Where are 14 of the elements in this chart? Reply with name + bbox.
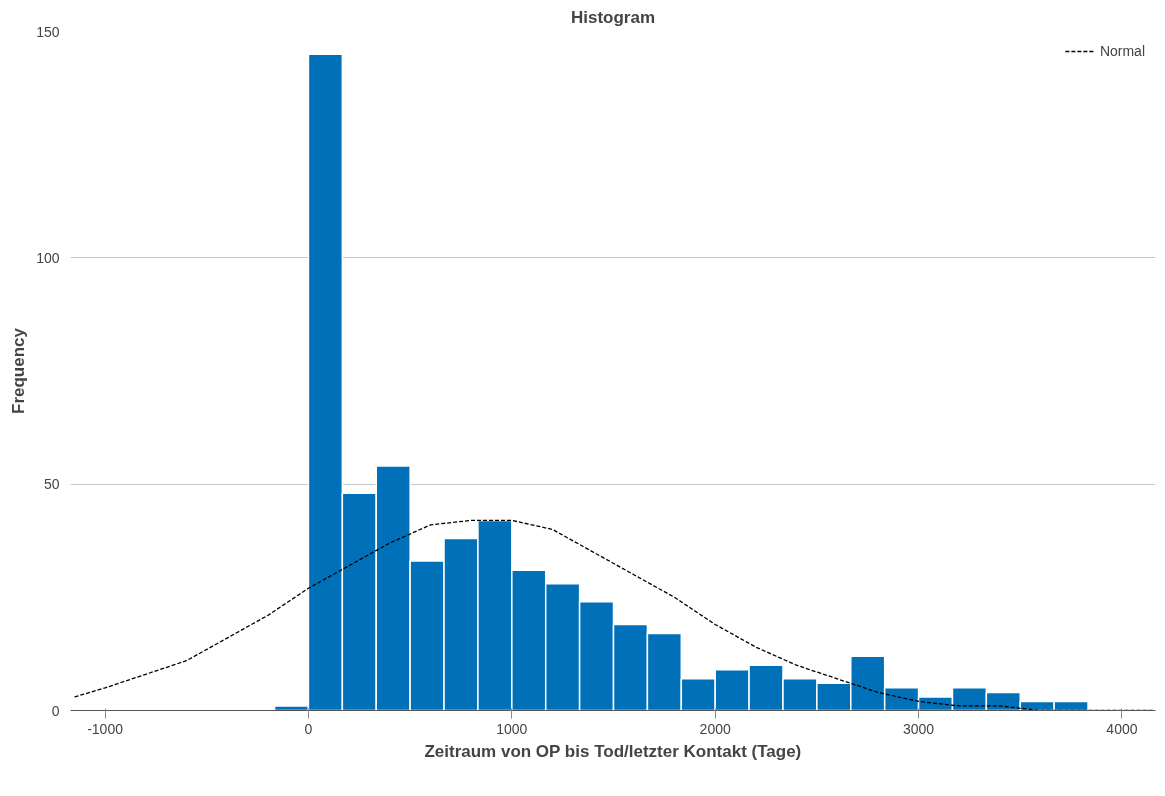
y-tick-label: 100 [36,249,60,266]
x-tick-label: 3000 [903,720,935,737]
x-tick-label: 1000 [496,720,528,737]
y-tick-label: 50 [43,476,60,493]
y-tick-label: 150 [36,23,60,40]
x-tick-label: 0 [304,720,313,737]
x-tick-label: 4000 [1106,720,1138,737]
y-tick-label: 0 [51,702,60,719]
chart-title: Histogram [570,7,656,27]
y-axis-title: Frequency [9,327,29,414]
legend-label: Normal [1099,43,1145,59]
x-tick-label: -1000 [87,720,124,737]
x-tick-label: 2000 [699,720,731,737]
x-axis-title: Zeitraum von OP bis Tod/letzter Kontakt (Tage) [424,741,802,761]
